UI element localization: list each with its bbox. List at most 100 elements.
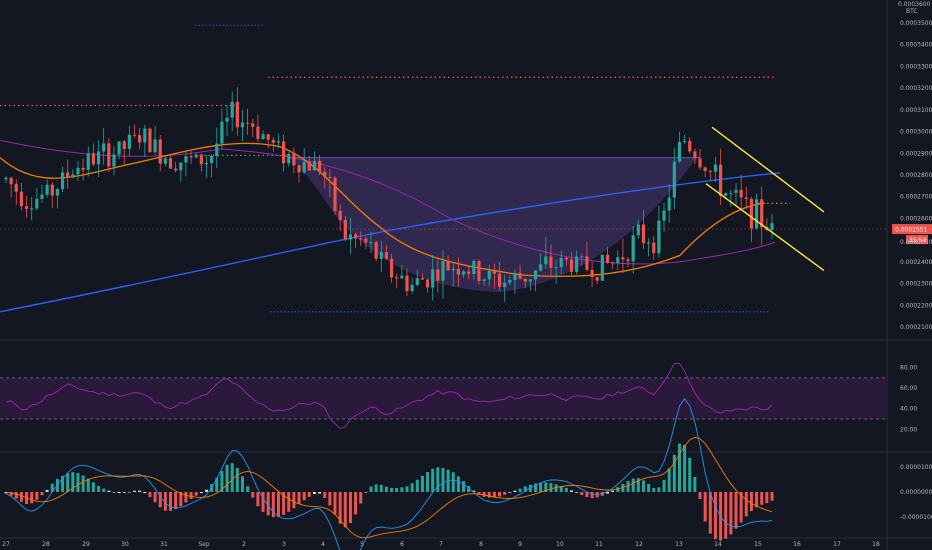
candle[interactable]	[348, 217, 353, 255]
candle[interactable]	[112, 146, 116, 176]
candle[interactable]	[19, 182, 24, 211]
candle[interactable]	[71, 169, 75, 179]
candle[interactable]	[60, 166, 65, 192]
candle[interactable]	[143, 124, 147, 158]
candle[interactable]	[708, 169, 712, 181]
candle[interactable]	[91, 143, 95, 167]
candle[interactable]	[292, 147, 296, 174]
candle[interactable]	[518, 264, 522, 280]
candle[interactable]	[210, 154, 214, 178]
candle[interactable]	[497, 261, 502, 291]
candle[interactable]	[199, 154, 203, 172]
candle[interactable]	[436, 259, 440, 293]
candle[interactable]	[739, 174, 743, 210]
candle[interactable]	[107, 138, 111, 173]
candle[interactable]	[539, 252, 543, 272]
candle[interactable]	[590, 261, 594, 288]
candle[interactable]	[703, 166, 707, 178]
candle[interactable]	[163, 155, 167, 167]
candle[interactable]	[174, 161, 178, 173]
candle[interactable]	[297, 164, 301, 183]
candle[interactable]	[148, 127, 152, 153]
candle[interactable]	[168, 155, 173, 169]
candle[interactable]	[508, 275, 512, 286]
candle[interactable]	[76, 160, 80, 182]
candle[interactable]	[364, 236, 368, 249]
candle[interactable]	[718, 148, 723, 205]
candle[interactable]	[611, 261, 615, 270]
candle[interactable]	[81, 158, 85, 181]
candle[interactable]	[127, 125, 131, 157]
candle[interactable]	[523, 278, 527, 289]
candle[interactable]	[564, 256, 568, 266]
candle[interactable]	[559, 251, 563, 275]
rsi-panel[interactable]: 80.00 60.00 40.00 20.00	[0, 363, 917, 434]
candle[interactable]	[400, 265, 404, 280]
candle[interactable]	[323, 167, 327, 189]
candle[interactable]	[240, 109, 245, 142]
candle[interactable]	[425, 278, 430, 293]
candle[interactable]	[122, 139, 126, 166]
candle[interactable]	[569, 252, 574, 276]
candle[interactable]	[276, 133, 281, 149]
candle[interactable]	[441, 249, 445, 299]
candle[interactable]	[230, 91, 234, 132]
candle[interactable]	[616, 249, 620, 270]
candle[interactable]	[652, 235, 656, 260]
candle[interactable]	[533, 270, 538, 292]
candle[interactable]	[338, 204, 342, 232]
candle[interactable]	[467, 266, 471, 280]
candle[interactable]	[503, 274, 507, 302]
candle[interactable]	[405, 268, 409, 296]
candle[interactable]	[4, 176, 8, 184]
candle[interactable]	[631, 226, 635, 274]
candle[interactable]	[749, 196, 754, 243]
candle[interactable]	[672, 148, 676, 210]
candle[interactable]	[179, 162, 183, 183]
macd-panel[interactable]: 0.0000100 0.0000000 -0.0000100	[4, 398, 932, 550]
candle[interactable]	[410, 277, 414, 294]
candle[interactable]	[220, 108, 224, 150]
candle[interactable]	[472, 259, 476, 280]
candle[interactable]	[626, 256, 630, 268]
candle[interactable]	[256, 114, 260, 143]
candle[interactable]	[102, 127, 106, 165]
candle[interactable]	[395, 273, 399, 289]
candle[interactable]	[333, 176, 337, 216]
candle[interactable]	[55, 187, 60, 209]
candle[interactable]	[528, 278, 532, 291]
candle[interactable]	[194, 153, 198, 159]
candle[interactable]	[713, 156, 718, 182]
candle[interactable]	[580, 253, 584, 266]
candle[interactable]	[132, 124, 137, 139]
candle[interactable]	[760, 186, 764, 245]
candle[interactable]	[647, 238, 651, 257]
candle[interactable]	[770, 214, 774, 239]
candle[interactable]	[734, 183, 738, 205]
candle[interactable]	[754, 193, 759, 230]
candle[interactable]	[184, 150, 188, 177]
candle[interactable]	[420, 273, 425, 280]
candle[interactable]	[266, 133, 270, 149]
candle[interactable]	[729, 189, 733, 207]
candle[interactable]	[595, 276, 599, 284]
candle[interactable]	[189, 151, 193, 165]
candle[interactable]	[487, 264, 491, 287]
candle[interactable]	[667, 184, 671, 223]
candle[interactable]	[14, 179, 18, 205]
candle[interactable]	[138, 128, 142, 150]
candle[interactable]	[683, 134, 687, 145]
candle[interactable]	[677, 131, 682, 163]
candle[interactable]	[66, 159, 70, 189]
candle[interactable]	[282, 134, 286, 172]
candle[interactable]	[343, 215, 347, 242]
candle[interactable]	[451, 263, 455, 287]
candle[interactable]	[554, 259, 558, 284]
candle[interactable]	[446, 255, 450, 271]
candle[interactable]	[24, 196, 29, 218]
candle[interactable]	[492, 263, 496, 289]
candle[interactable]	[549, 244, 553, 278]
candle[interactable]	[744, 186, 748, 210]
candle[interactable]	[328, 169, 332, 198]
candle[interactable]	[215, 127, 219, 168]
